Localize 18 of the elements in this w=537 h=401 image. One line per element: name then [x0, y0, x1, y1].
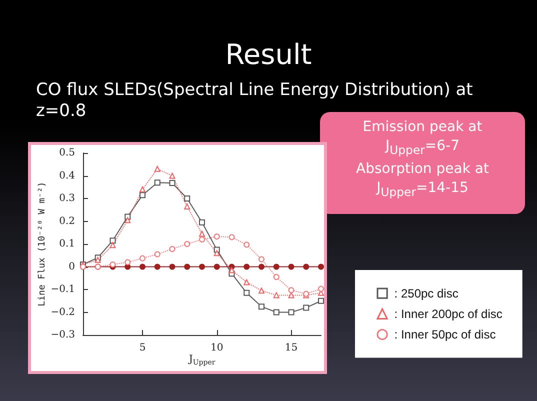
y-axis-title: Line Flux (10⁻²⁰ W m⁻²)	[37, 182, 48, 306]
y-tick-label: 0.3	[59, 193, 75, 204]
y-tick-label: 0	[68, 261, 75, 272]
x-tick-label: 5	[139, 342, 146, 354]
legend-label: : Inner 50pc of disc	[394, 328, 496, 342]
y-tick-label: −0.3	[50, 330, 75, 340]
y-tick-label: 0.2	[59, 216, 75, 227]
legend-label: : Inner 200pc of disc	[394, 306, 502, 321]
text: Emission peak at J$_{Upper}$=6-7 Absorption peak at J$_{Upper}$=14-15	[320, 112, 525, 214]
legend-label: : 250pc disc	[394, 286, 458, 300]
y-tick-label: −0.2	[50, 306, 75, 318]
x-tick-label: 15	[284, 342, 298, 354]
chart-title: Result	[224, 38, 313, 71]
y-tick-label: 0.4	[59, 170, 75, 182]
y-tick-label: 0.1	[59, 238, 75, 250]
y-tick-label: 0.5	[59, 148, 75, 158]
y-tick-label: −0.1	[50, 284, 75, 295]
x-tick-label: 10	[210, 342, 224, 354]
